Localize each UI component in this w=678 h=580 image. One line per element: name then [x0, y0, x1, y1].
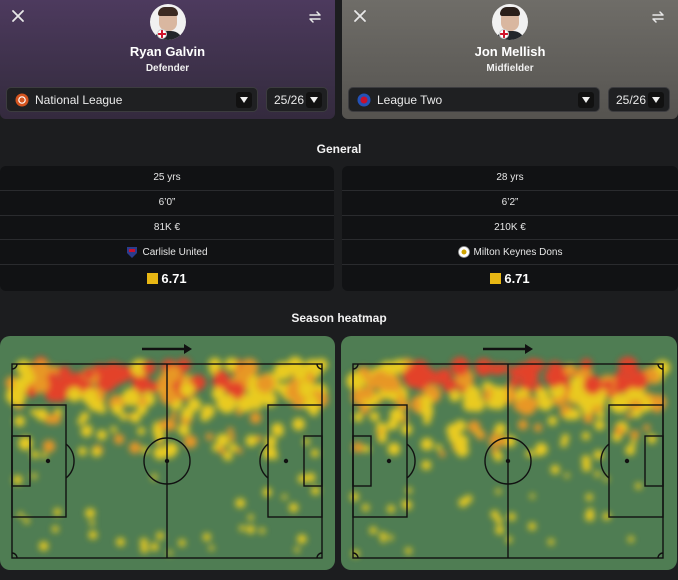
player-name: Ryan Galvin	[129, 44, 206, 59]
stat-rating: 6.71	[342, 265, 678, 292]
league-logo-icon	[357, 93, 371, 107]
heatmap-pitch	[346, 344, 671, 559]
stat-age: 25 yrs	[0, 166, 334, 191]
penalty-arc-left	[406, 443, 416, 479]
penalty-spot-right	[283, 458, 289, 464]
close-icon[interactable]	[11, 9, 25, 23]
stat-club[interactable]: Carlisle United	[0, 240, 334, 266]
stat-height-value: 6’0”	[158, 197, 176, 209]
league-select[interactable]: League Two	[348, 87, 600, 112]
rating-swatch	[490, 272, 502, 284]
heatmap-right	[341, 336, 677, 570]
player-header-left: Ryan Galvin Defender National League 25/…	[0, 0, 335, 119]
penalty-arc-right	[600, 443, 610, 479]
goal-box-right	[303, 435, 323, 487]
stat-market-value-value: 210K €	[494, 221, 526, 233]
season-select-label: 25/26	[616, 92, 647, 107]
penalty-spot-left	[386, 458, 392, 464]
attack-direction-arrow	[142, 344, 192, 354]
goal-box-left	[11, 435, 31, 487]
stat-club[interactable]: Milton Keynes Dons	[342, 240, 678, 266]
penalty-box-right	[608, 404, 664, 518]
player-header-right: Jon Mellish Midfielder League Two 25/26	[342, 0, 678, 119]
stat-age: 28 yrs	[342, 166, 678, 191]
player-position: Defender	[145, 63, 190, 74]
corner-arc	[657, 363, 664, 370]
swap-icon[interactable]	[307, 9, 323, 25]
close-icon[interactable]	[353, 9, 367, 23]
corner-arc	[316, 552, 323, 559]
corner-arc	[316, 363, 323, 370]
penalty-arc-right	[259, 443, 269, 479]
stat-club-value: Carlisle United	[142, 246, 208, 258]
stat-market-value: 81K €	[0, 215, 334, 241]
rating-swatch	[147, 272, 159, 284]
club-badge-icon	[457, 246, 470, 259]
corner-arc	[352, 552, 359, 559]
avatar	[149, 4, 186, 40]
stat-rating-value: 6.71	[504, 270, 530, 286]
chevron-down-icon	[236, 91, 252, 108]
chevron-down-icon	[578, 91, 594, 108]
england-flag-icon	[499, 29, 509, 39]
stat-market-value: 210K €	[342, 215, 678, 241]
stat-height: 6’2”	[342, 190, 678, 216]
attack-direction-arrow	[483, 344, 533, 354]
section-title-general: General	[316, 142, 362, 156]
corner-arc	[11, 363, 18, 370]
section-title-heatmap: Season heatmap	[291, 311, 387, 325]
stat-age-value: 25 yrs	[153, 172, 181, 184]
goal-box-left	[352, 435, 372, 487]
corner-arc	[11, 552, 18, 559]
heatmap-pitch	[5, 344, 329, 559]
corner-arc	[657, 552, 664, 559]
stats-table-left: 25 yrs 6’0” 81K € Carlisle United 6.71	[0, 166, 334, 292]
season-select[interactable]: 25/26	[266, 87, 328, 112]
stat-club-value: Milton Keynes Dons	[473, 246, 563, 258]
stats-table-right: 28 yrs 6’2” 210K € Milton Keynes Dons 6.…	[342, 166, 678, 292]
stat-market-value-value: 81K €	[153, 221, 181, 233]
centre-spot	[505, 458, 511, 464]
club-badge-icon	[127, 247, 138, 259]
goal-box-right	[644, 435, 664, 487]
player-name: Jon Mellish	[474, 44, 546, 59]
stat-height: 6’0”	[0, 190, 334, 216]
league-select-label: National League	[35, 92, 123, 107]
penalty-spot-right	[624, 458, 630, 464]
england-flag-icon	[156, 29, 167, 39]
avatar	[492, 4, 528, 40]
heat-blobs	[5, 356, 329, 556]
stat-rating-value: 6.71	[161, 270, 187, 286]
centre-circle	[484, 437, 532, 485]
penalty-spot-left	[45, 458, 51, 464]
league-select-label: League Two	[377, 92, 443, 107]
centre-spot	[164, 458, 170, 464]
stat-height-value: 6’2”	[501, 197, 519, 209]
heatmap-left	[0, 336, 335, 570]
chevron-down-icon	[648, 91, 664, 108]
stat-age-value: 28 yrs	[496, 172, 524, 184]
player-position: Midfielder	[486, 63, 534, 74]
league-select[interactable]: National League	[6, 87, 258, 112]
stat-rating: 6.71	[0, 265, 334, 292]
corner-arc	[352, 363, 359, 370]
season-select-label: 25/26	[274, 92, 305, 107]
league-logo-icon	[15, 93, 29, 107]
pitch-lines	[352, 363, 664, 559]
season-select[interactable]: 25/26	[608, 87, 670, 112]
chevron-down-icon	[306, 91, 322, 108]
penalty-arc-left	[65, 443, 75, 479]
centre-circle	[143, 437, 191, 485]
swap-icon[interactable]	[650, 9, 666, 25]
